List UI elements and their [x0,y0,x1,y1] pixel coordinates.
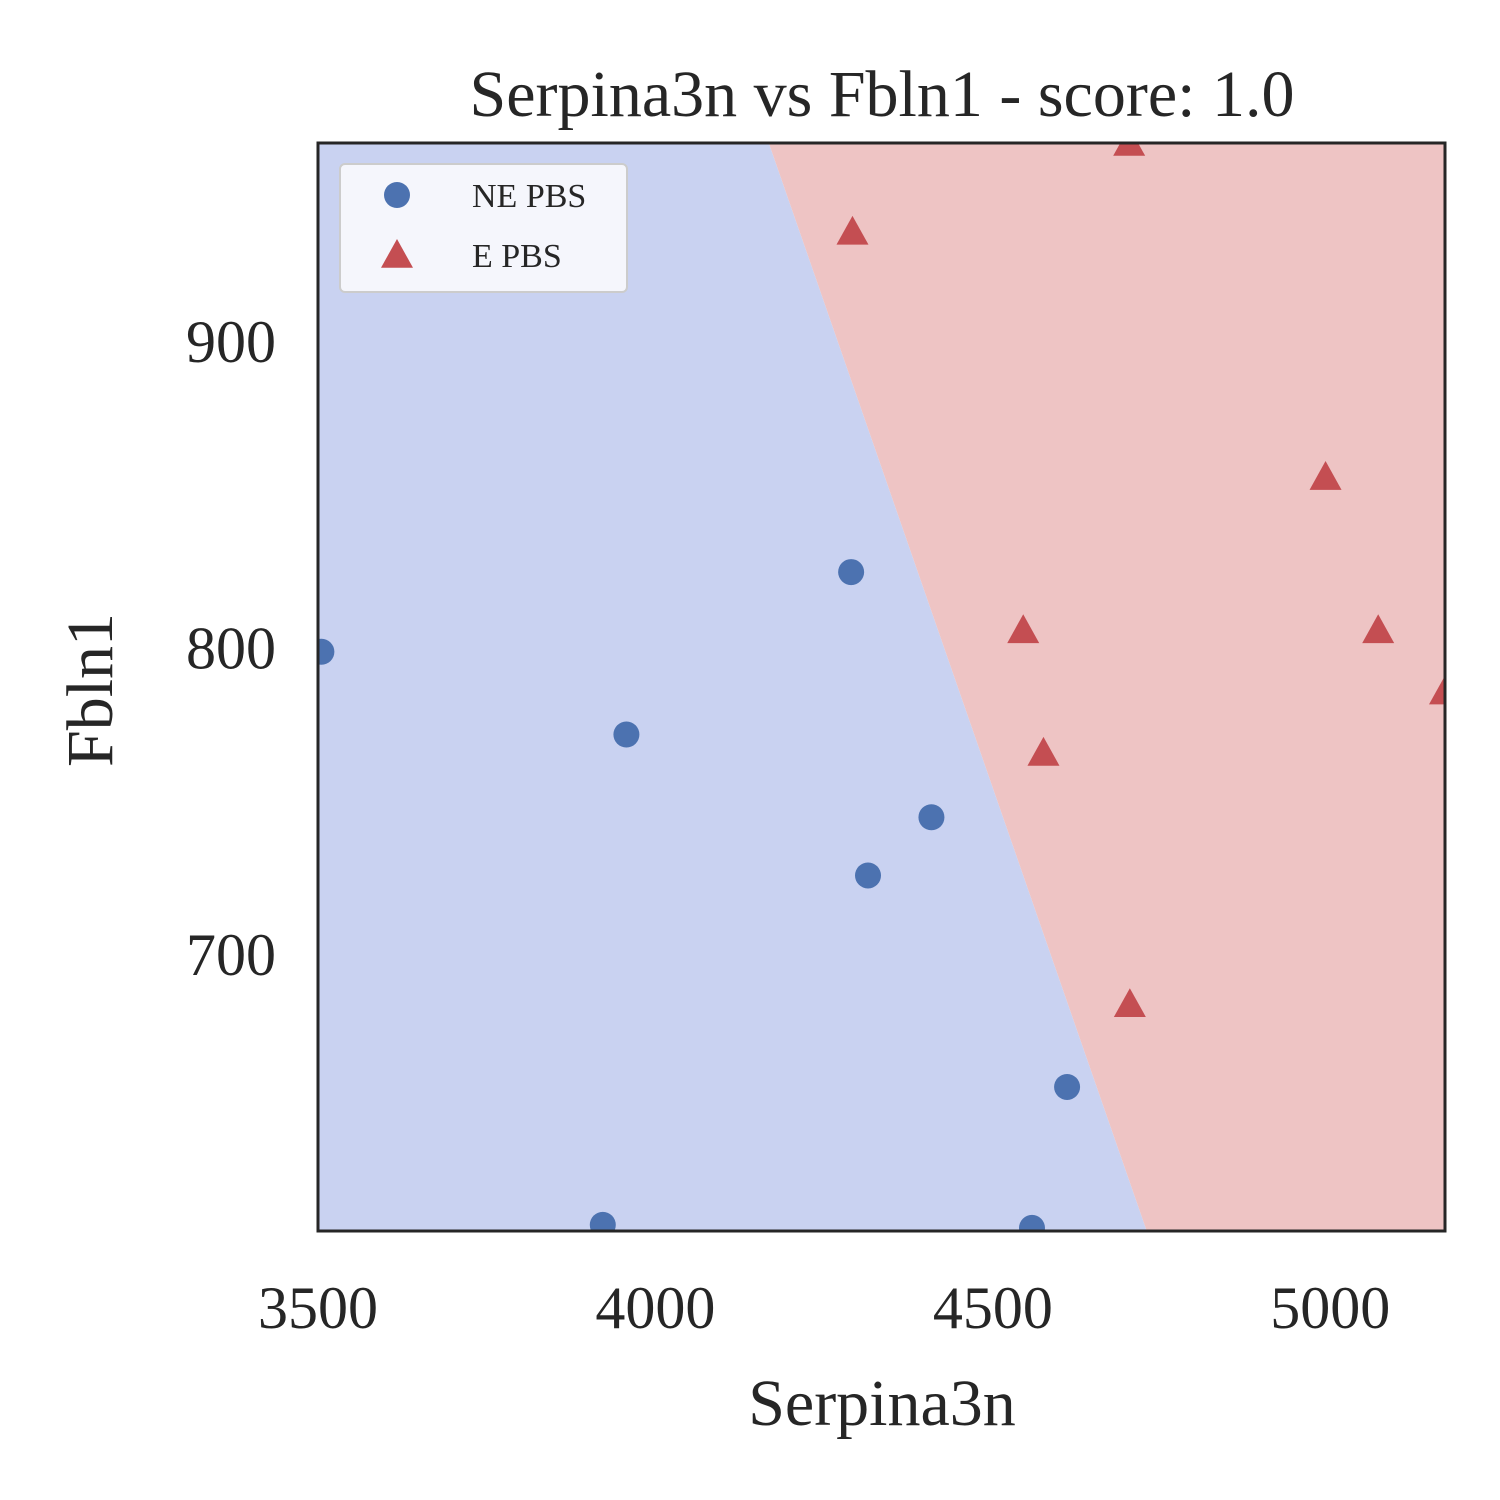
x-tick-label: 5000 [1270,1275,1390,1341]
data-point [918,804,945,831]
legend-label: E PBS [472,238,562,275]
data-point [1027,736,1060,766]
x-tick-label: 4000 [595,1275,715,1341]
series-e-pbs [836,143,1445,1018]
x-tick-labels: 3500 4000 4500 5000 [258,1275,1390,1341]
data-point [836,215,869,245]
legend-entry: E PBS [381,238,562,275]
data-point [1054,1073,1081,1100]
data-point [318,638,335,665]
region-ne-pbs [318,143,1147,1231]
y-tick-label: 700 [186,922,276,988]
legend-entry: NE PBS [384,178,586,215]
legend-marker-triangle [381,239,413,268]
points-layer [318,143,1445,1231]
plot-area [318,143,1445,1231]
legend-label: NE PBS [472,178,586,215]
data-point [1309,461,1342,490]
data-point [1362,614,1395,644]
chart-title: Serpina3n vs Fbln1 - score: 1.0 [470,58,1295,131]
y-tick-label: 900 [186,309,276,375]
plot-frame [316,141,1447,1233]
legend-marker-circle [384,182,410,208]
y-axis-label: Fbln1 [54,613,127,767]
x-axis-label: Serpina3n [748,1367,1016,1440]
data-point [589,1211,616,1231]
data-point [613,721,640,748]
y-tick-labels: 700 800 900 [186,309,276,988]
data-point [838,559,865,586]
data-point [1113,988,1146,1018]
series-ne-pbs [318,559,1081,1231]
region-e-pbs [768,143,1445,1231]
legend-box [339,163,628,293]
x-tick-label: 3500 [258,1275,378,1341]
data-point [1429,675,1445,705]
data-point [1018,1214,1045,1231]
data-point [1113,143,1146,156]
y-tick-label: 800 [186,616,276,682]
data-point [1007,614,1040,644]
x-tick-label: 4500 [933,1275,1053,1341]
data-point [855,862,882,889]
legend: NE PBS E PBS [339,163,628,293]
